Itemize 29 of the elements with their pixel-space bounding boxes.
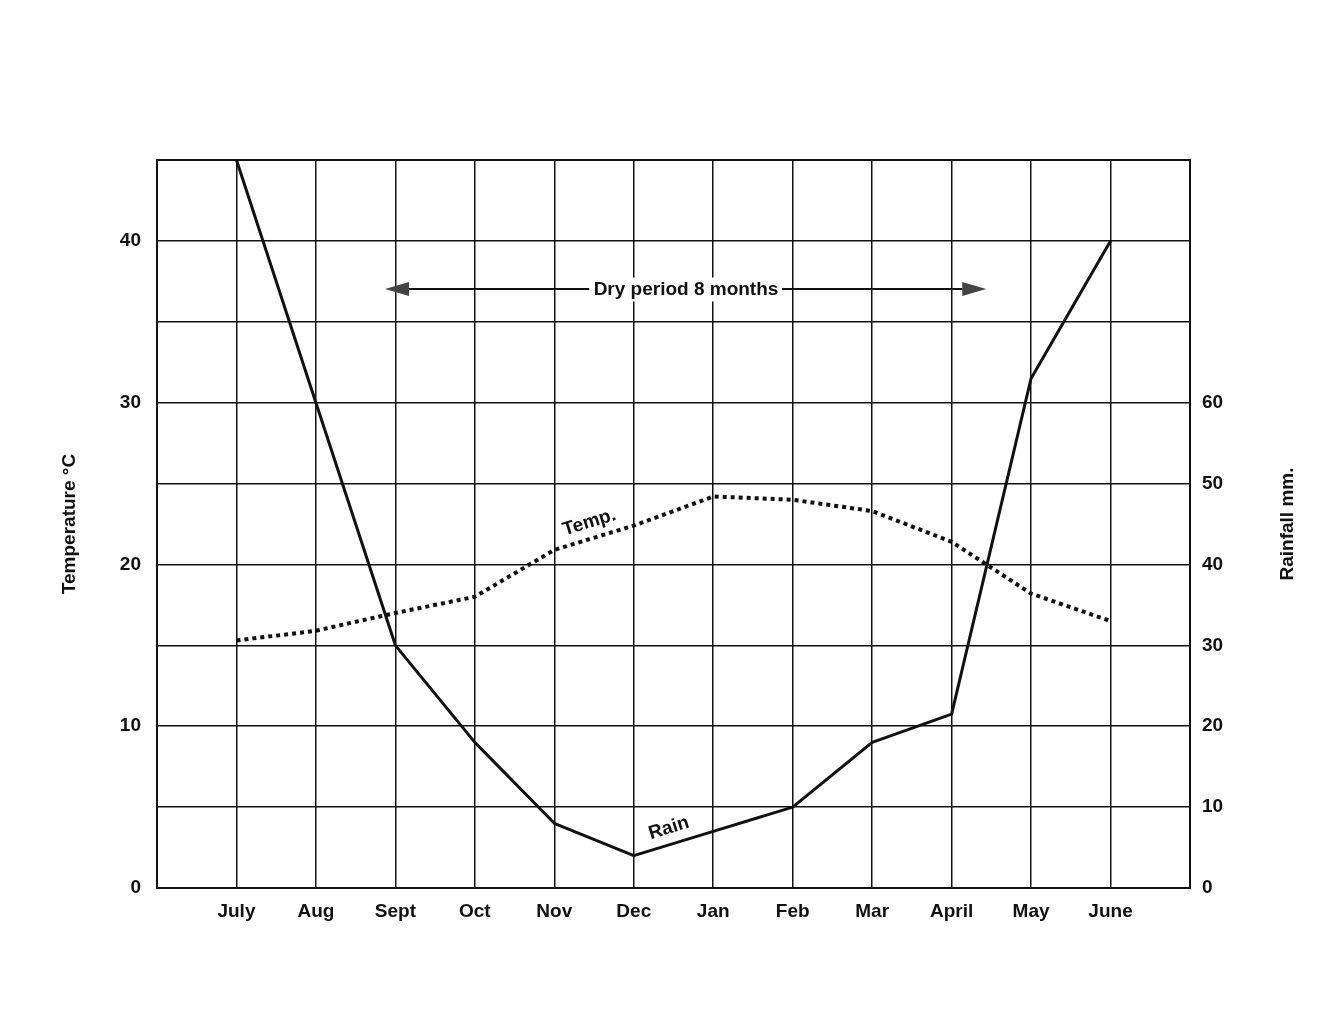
y-axis-title: Temperature °C [58,453,80,595]
y-tick-label: 20 [119,552,141,574]
y-tick-label: 0 [130,876,141,898]
x-tick-label: July [217,899,256,921]
annotation: Dry period 8 months [593,277,779,299]
y-tick-label: 10 [119,714,141,736]
y2-tick-label: 20 [1202,714,1224,736]
x-tick-label: Mar [855,899,890,921]
y2-tick-label: 0 [1202,876,1213,898]
x-tick-label: Oct [459,899,492,921]
y2-tick-label: 40 [1202,552,1224,574]
y2-tick-label: 60 [1202,390,1224,412]
y2-axis-title: Rainfall mm. [1276,467,1298,581]
y2-tick-label: 30 [1202,633,1224,655]
x-tick-label: Dec [616,899,652,921]
x-tick-label: Sept [374,899,417,921]
text: Temp. [559,503,619,540]
x-tick-label: Feb [775,899,810,921]
y-tick-label: 30 [119,390,141,412]
y2-tick-label: 10 [1202,795,1224,817]
x-tick-label: Nov [536,899,573,921]
x-tick-label: May [1012,899,1050,921]
y2-tick-label: 50 [1202,471,1224,493]
x-tick-label: April [929,899,974,921]
x-tick-label: Aug [297,899,335,921]
x-tick-label: Jan [696,899,730,921]
text: Rain [645,810,692,844]
y-tick-label: 40 [119,229,141,251]
x-tick-label: June [1088,899,1133,921]
